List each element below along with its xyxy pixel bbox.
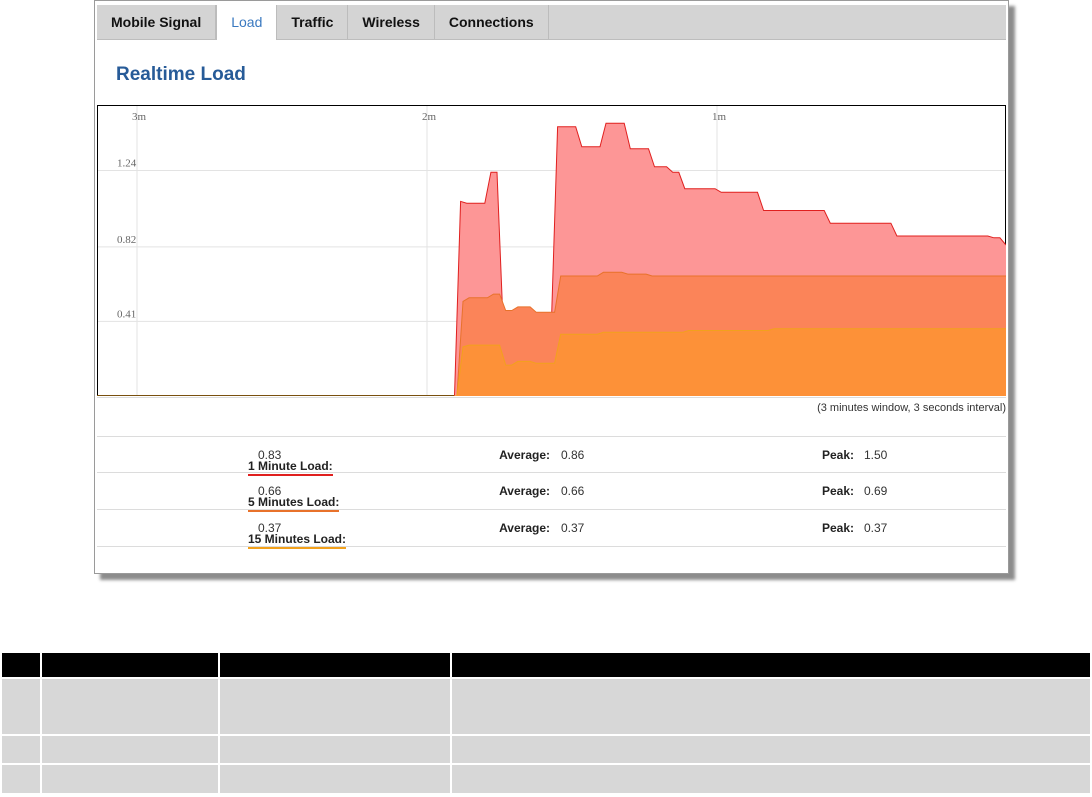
load-panel: Mobile Signal Load Traffic Wireless Conn… — [94, 0, 1009, 574]
peak-5min-value: 0.69 — [864, 484, 888, 498]
y-tick-label: 0.41 — [117, 308, 136, 320]
average-label: Average: — [499, 448, 550, 462]
load-5min-value: 0.66 — [258, 484, 282, 498]
tab-mobile-signal[interactable]: Mobile Signal — [97, 5, 217, 39]
divider — [97, 472, 1006, 473]
divider — [97, 397, 1006, 398]
peak-1min-value: 1.50 — [864, 448, 888, 462]
divider — [97, 546, 1006, 547]
series-area-15min — [97, 328, 1006, 396]
table-header-cell — [0, 651, 42, 679]
x-tick-label: 1m — [712, 111, 727, 123]
load-1min-value: 0.83 — [258, 448, 282, 462]
divider — [97, 436, 1006, 437]
stats-row-15min: 15 Minutes Load: 0.37 Average: 0.37 Peak… — [97, 510, 1006, 549]
load-15min-value: 0.37 — [258, 521, 282, 535]
tab-connections[interactable]: Connections — [435, 5, 549, 39]
average-5min-value: 0.66 — [561, 484, 585, 498]
x-tick-label: 3m — [132, 111, 147, 123]
x-tick-label: 2m — [422, 111, 437, 123]
average-label: Average: — [499, 521, 550, 535]
y-tick-label: 1.24 — [117, 157, 137, 169]
realtime-load-chart: 3m 2m 1m 1.24 0.82 0.41 — [97, 105, 1006, 396]
tab-wireless[interactable]: Wireless — [348, 5, 435, 39]
parameter-table — [0, 651, 1092, 795]
series-line-15min — [97, 328, 1006, 396]
tab-load[interactable]: Load — [216, 5, 278, 40]
average-1min-value: 0.86 — [561, 448, 585, 462]
table-row — [0, 734, 1092, 765]
peak-15min-value: 0.37 — [864, 521, 888, 535]
divider — [97, 509, 1006, 510]
tab-traffic[interactable]: Traffic — [277, 5, 349, 39]
peak-label: Peak: — [821, 484, 854, 498]
stats-row-5min: 5 Minutes Load: 0.66 Average: 0.66 Peak:… — [97, 473, 1006, 512]
average-label: Average: — [499, 484, 550, 498]
series-line-5min — [97, 271, 1006, 396]
table-header-cell — [450, 651, 1092, 679]
y-tick-label: 0.82 — [117, 234, 136, 246]
table-row — [0, 677, 1092, 736]
chart-window-note: (3 minutes window, 3 seconds interval) — [817, 402, 1006, 414]
page-title: Realtime Load — [116, 64, 246, 85]
peak-label: Peak: — [821, 448, 854, 462]
average-15min-value: 0.37 — [561, 521, 585, 535]
table-header-cell — [218, 651, 452, 679]
stats-row-1min: 1 Minute Load: 0.83 Average: 0.86 Peak: … — [97, 437, 1006, 476]
peak-label: Peak: — [821, 521, 854, 535]
tab-bar: Mobile Signal Load Traffic Wireless Conn… — [97, 5, 1006, 40]
table-header-cell — [40, 651, 220, 679]
table-row — [0, 763, 1092, 795]
